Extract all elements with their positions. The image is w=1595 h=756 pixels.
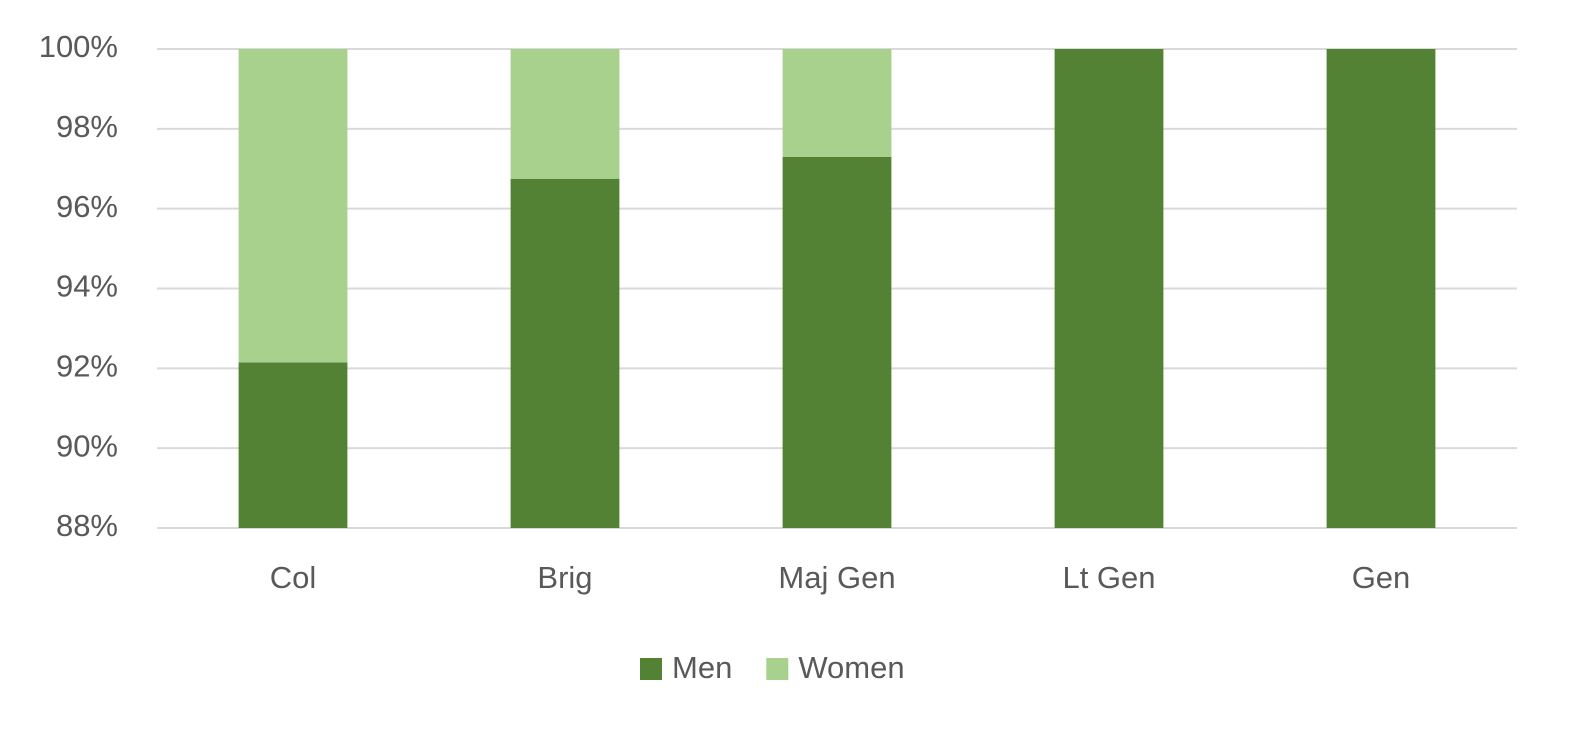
- y-tick-label: 88%: [56, 508, 118, 543]
- bar-segment: [510, 178, 620, 528]
- legend-swatch: [640, 658, 662, 680]
- bar-segment: [782, 49, 892, 157]
- x-tick-label: Gen: [1352, 560, 1411, 595]
- x-tick-label: Maj Gen: [778, 560, 895, 595]
- y-tick-label: 96%: [56, 189, 118, 224]
- legend-label: Women: [798, 650, 904, 685]
- y-tick-label: 94%: [56, 269, 118, 304]
- bar-segment: [510, 49, 620, 179]
- bar-segment: [1054, 49, 1164, 528]
- x-tick-label: Col: [270, 560, 317, 595]
- y-tick-label: 100%: [39, 29, 118, 64]
- y-tick-label: 98%: [56, 109, 118, 144]
- legend-label: Men: [672, 650, 732, 685]
- legend-swatch: [766, 658, 789, 680]
- x-tick-label: Brig: [537, 560, 592, 595]
- bar-segment: [782, 156, 892, 528]
- bar-segment: [1326, 49, 1436, 528]
- y-tick-label: 92%: [56, 349, 118, 384]
- bar-segment: [238, 49, 348, 363]
- y-tick-label: 90%: [56, 428, 118, 463]
- x-tick-label: Lt Gen: [1062, 560, 1155, 595]
- bar-segment: [238, 362, 348, 528]
